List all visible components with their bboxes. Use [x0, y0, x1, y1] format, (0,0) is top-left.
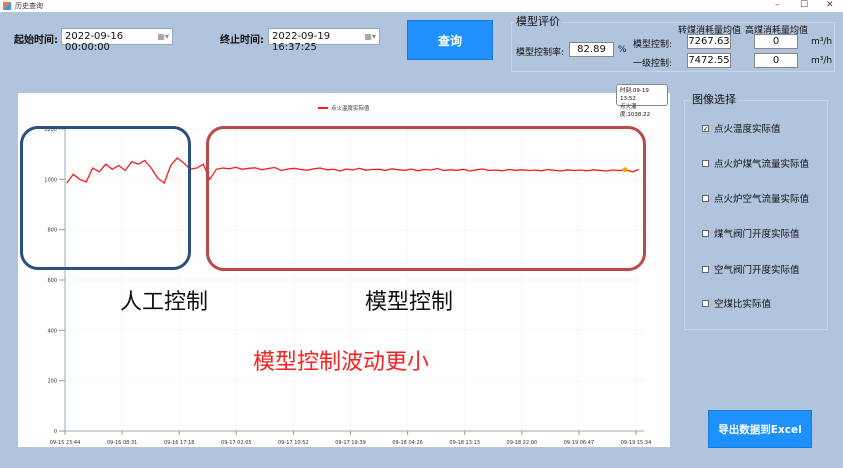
x-tick-label: 09-19 06:47 — [564, 440, 595, 446]
minimize-button[interactable]: – — [775, 0, 780, 10]
unit: m³/h — [811, 56, 833, 66]
rate-label: 模型控制率: — [516, 48, 565, 58]
tooltip-time: 时刻:09-19 13:52 — [620, 88, 649, 102]
calendar-icon[interactable]: ▦▾ — [157, 32, 169, 41]
checkbox-label: 点火温度实际值 — [714, 124, 781, 135]
export-excel-button[interactable]: 导出数据到Excel — [708, 410, 812, 448]
model-control-annotation: 模型控制 — [365, 290, 454, 315]
checkbox[interactable] — [702, 299, 709, 307]
x-tick-label: 09-18 13:13 — [449, 440, 480, 446]
model-col2-field[interactable]: 0 — [754, 34, 798, 49]
app-icon — [3, 2, 11, 10]
y-tick-label: 800 — [47, 228, 57, 234]
x-tick-label: 09-16 08:31 — [107, 440, 138, 446]
x-tick-label: 09-17 10:52 — [278, 440, 309, 446]
checkbox-item[interactable]: 空煤比实际值 — [702, 296, 771, 310]
title-bar: 历史查询 – ☐ ✕ — [0, 0, 843, 12]
model-control-label: 模型控制: — [633, 40, 673, 50]
checkbox[interactable] — [702, 229, 709, 237]
y-tick-label: 1000 — [44, 177, 57, 183]
close-button[interactable]: ✕ — [826, 0, 834, 10]
tooltip-value: 点火温度:1038.22 — [620, 104, 651, 118]
x-tick-label: 09-15 23:44 — [50, 440, 81, 446]
checkbox-label: 点火炉煤气流量实际值 — [714, 159, 810, 170]
checkbox-label: 空气阀门开度实际值 — [714, 265, 800, 276]
window-title: 历史查询 — [15, 2, 43, 10]
rate-unit: % — [618, 45, 627, 55]
y-tick-label: 0 — [54, 429, 57, 435]
x-tick-label: 09-19 15:34 — [621, 440, 652, 446]
level1-control-label: 一级控制: — [633, 59, 673, 69]
model-eval-group — [511, 22, 835, 72]
x-tick-label: 09-17 02:05 — [221, 440, 252, 446]
legend-label: 点火温度实际值 — [331, 104, 370, 112]
checkbox-item[interactable]: 空气阀门开度实际值 — [702, 262, 800, 276]
manual-control-box — [20, 126, 191, 270]
start-time-picker[interactable]: 2022-09-16 00:00:00 ▦▾ — [61, 28, 173, 53]
y-tick-label: 400 — [47, 328, 57, 334]
checkbox[interactable]: ✓ — [702, 124, 709, 133]
end-time-label: 终止时间: — [220, 35, 264, 46]
x-tick-label: 09-16 17:18 — [164, 440, 195, 446]
y-tick-label: 200 — [47, 379, 57, 385]
checkbox-item[interactable]: 煤气阀门开度实际值 — [702, 226, 800, 240]
start-time-value: 2022-09-16 00:00:00 — [65, 31, 124, 53]
model-col1-field[interactable]: 7267.63 — [687, 34, 731, 49]
checkbox-item[interactable]: 点火炉煤气流量实际值 — [702, 156, 809, 170]
y-tick-label: 1200 — [44, 127, 57, 133]
checkbox-item[interactable]: ✓ 点火温度实际值 — [702, 121, 781, 135]
line-chart: 09-15 23:44 09-16 08:31 09-16 17:18 09-17 0… — [44, 104, 652, 446]
highlight-point — [622, 167, 628, 173]
x-tick-label: 09-18 22:00 — [507, 440, 538, 446]
tooltip: 时刻:09-19 13:52 点火温度:1038.22 — [616, 84, 668, 118]
rate-field[interactable]: 82.89 — [569, 42, 614, 57]
maximize-button[interactable]: ☐ — [800, 0, 809, 10]
start-time-label: 起始时间: — [14, 35, 58, 46]
unit: m³/h — [811, 37, 833, 47]
query-button[interactable]: 查询 — [407, 20, 493, 60]
image-select-title: 图像选择 — [690, 91, 738, 107]
level1-col1-field[interactable]: 7472.55 — [687, 53, 731, 68]
y-tick-label: 600 — [47, 278, 57, 284]
end-time-value: 2022-09-19 16:37:25 — [272, 31, 331, 53]
manual-control-annotation: 人工控制 — [120, 290, 209, 315]
x-tick-label: 09-17 19:39 — [335, 440, 366, 446]
checkbox[interactable] — [702, 265, 709, 273]
checkbox-label: 点火炉空气流量实际值 — [714, 194, 810, 205]
checkbox-label: 空煤比实际值 — [714, 299, 772, 310]
col2-header: 高煤消耗量均值 — [745, 26, 809, 36]
end-time-picker[interactable]: 2022-09-19 16:37:25 ▦▾ — [268, 28, 380, 53]
checkbox-item[interactable]: 点火炉空气流量实际值 — [702, 191, 809, 205]
col1-header: 转煤消耗量均值 — [678, 26, 742, 36]
fluctuation-note: 模型控制波动更小 — [253, 350, 430, 375]
checkbox[interactable] — [702, 194, 709, 202]
checkbox[interactable] — [702, 159, 709, 167]
x-tick-label: 09-18 04:26 — [392, 440, 423, 446]
model-eval-title: 模型评价 — [514, 13, 562, 29]
model-control-box — [206, 126, 646, 271]
checkbox-label: 煤气阀门开度实际值 — [714, 229, 800, 240]
calendar-icon[interactable]: ▦▾ — [364, 32, 376, 41]
image-select-group — [684, 100, 828, 330]
level1-col2-field[interactable]: 0 — [754, 53, 798, 68]
